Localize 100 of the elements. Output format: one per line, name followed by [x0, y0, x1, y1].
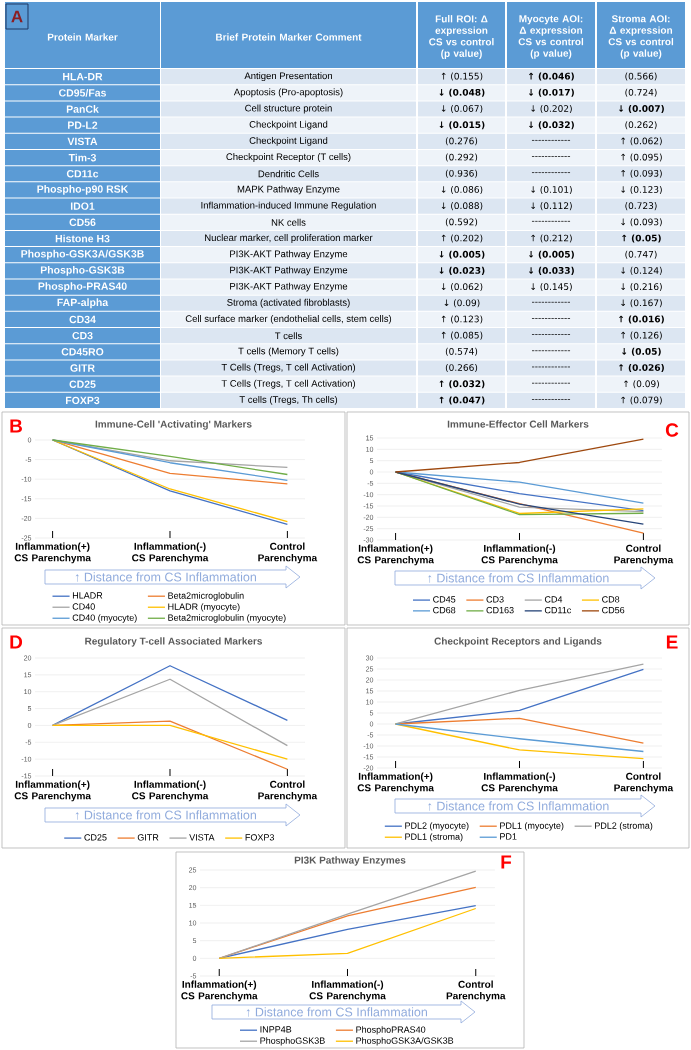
text: ↓ (0.017)	[529, 88, 574, 97]
text: Inflammation-induced Immune Regulation	[201, 201, 376, 211]
category-label: CD95/Fas	[58, 88, 106, 97]
text: Checkpoint Ligand	[249, 136, 328, 146]
legend-label: CD11c	[544, 606, 572, 614]
text: PI3K-AKT Pathway Enzyme	[230, 250, 348, 260]
text: (0.276)	[445, 137, 478, 146]
text: ↑ (0.062)	[621, 137, 662, 146]
legend-label: PDL1 (stroma)	[405, 833, 463, 842]
text: (0.266)	[445, 364, 478, 373]
category-label: Stroma AOI: Δ expression CS vs control (p value)	[608, 15, 674, 59]
text: Checkpoint Ligand	[249, 120, 328, 130]
category-label: Phospho-GSK3B	[40, 265, 125, 276]
text: ↑ (0.212)	[531, 234, 572, 243]
legend-label: PhosphoGSK3A/GSK3B	[356, 1037, 454, 1046]
category-label: Tim-3	[68, 153, 97, 162]
text: ↑ (0.09)	[624, 380, 659, 389]
category-label: CD25	[69, 380, 96, 388]
category-label: CD45RO	[61, 348, 104, 356]
text: T Cells (Tregs, T cell Activation)	[221, 363, 356, 373]
text: ↓ (0.145)	[531, 283, 572, 292]
legend-label: PDL2 (myocyte)	[405, 822, 469, 831]
text: (0.747)	[625, 250, 657, 259]
x-tick-label: Inflammation(+) CS Parenchyma	[14, 780, 92, 802]
legend-label: CD8	[602, 596, 620, 603]
legend-label: CD56	[602, 606, 625, 614]
x-tick-label: Control Parenchyma	[614, 772, 674, 794]
x-tick-label: Inflammation(-) CS Parenchyma	[309, 980, 386, 1002]
x-tick-label: Inflammation(-) CS Parenchyma	[132, 542, 209, 564]
text: Apoptosis (Pro-apoptosis)	[233, 88, 343, 98]
text: ------------	[531, 139, 571, 141]
category-label: FOXP3	[65, 396, 100, 405]
text: ↑ (0.047)	[439, 396, 485, 405]
text: ↓ (0.05)	[622, 347, 661, 356]
legend-label: CD4	[544, 596, 563, 603]
text: ↑ (0.05)	[622, 234, 661, 243]
text: ------------	[531, 366, 571, 368]
legend-label: GITR	[137, 834, 159, 841]
text: ------------	[531, 382, 571, 384]
text: ↓ (0.062)	[441, 283, 483, 292]
legend-label: PhosphoGSK3B	[260, 1037, 325, 1046]
text: ↓ (0.167)	[621, 299, 662, 308]
text: ↑ Distance from CS Inflammation	[75, 810, 256, 820]
chart-title: Regulatory T-cell Associated Markers	[85, 637, 262, 647]
text: (0.292)	[445, 153, 478, 162]
category-label: Full ROI: Δ expression CS vs control (p value)	[429, 15, 494, 59]
category-label: Phospho-PRAS40	[38, 282, 127, 292]
legend-label: CD25	[84, 834, 107, 841]
text: ↑ (0.123)	[441, 315, 483, 324]
category-label: PD-L2	[68, 121, 98, 129]
legend-label: CD40 (myocyte)	[72, 614, 137, 623]
text: ------------	[531, 318, 571, 319]
text: ↓ (0.015)	[439, 121, 485, 130]
text: ------------	[531, 398, 571, 400]
text: B	[10, 419, 22, 433]
text: ↓ (0.033)	[529, 266, 574, 275]
category-label: PanCk	[66, 105, 99, 113]
legend-label: Beta2microglobulin	[168, 592, 244, 601]
x-tick-label: Inflammation(-) CS Parenchyma	[481, 772, 558, 794]
chart-title: Immune-Effector Cell Markers	[447, 420, 589, 428]
x-tick-label: Inflammation(-) CS Parenchyma	[132, 780, 209, 802]
text: ↑ (0.079)	[621, 396, 662, 405]
x-tick-label: Inflammation(-) CS Parenchyma	[481, 544, 558, 566]
text: ↑ (0.155)	[441, 72, 483, 81]
text: ↓ (0.09)	[444, 299, 480, 308]
text: A	[11, 10, 23, 23]
text: ↓ (0.124)	[621, 266, 662, 275]
text: (0.262)	[625, 121, 657, 130]
chart-title: PI3K Pathway Enzymes	[294, 856, 406, 866]
text: Dendritic Cells	[258, 170, 319, 178]
text: ↑ (0.093)	[621, 169, 662, 178]
x-tick-label: Control Parenchyma	[614, 544, 674, 566]
text: ------------	[531, 350, 571, 352]
legend-label: FOXP3	[245, 834, 275, 841]
category-label: GITR	[70, 364, 95, 372]
text: ↓ (0.007)	[619, 104, 664, 113]
legend-label: CD40	[72, 603, 95, 610]
text: ↓ (0.093)	[621, 218, 662, 227]
text: (0.566)	[625, 72, 657, 81]
legend-label: HLADR (myocyte)	[168, 603, 240, 612]
legend-label: Beta2microglobulin (myocyte)	[168, 614, 286, 623]
text: ↑ (0.032)	[439, 380, 485, 389]
text: (0.574)	[445, 347, 478, 356]
text: ↓ (0.023)	[439, 266, 485, 275]
text: Stroma (activated fibroblasts)	[227, 298, 350, 308]
category-label: FAP-alpha	[57, 298, 109, 309]
text: ↑ Distance from CS Inflammation	[428, 573, 609, 583]
text: MAPK Pathway Enzyme	[237, 185, 340, 195]
text: ↓ (0.032)	[529, 121, 574, 130]
text: T cells (Tregs, Th cells)	[239, 395, 338, 405]
legend-label: CD3	[486, 596, 504, 603]
legend-label: VISTA	[189, 834, 215, 841]
text: ↑ (0.085)	[441, 331, 483, 340]
x-tick-label: Control Parenchyma	[258, 542, 318, 564]
text: ↓ (0.216)	[621, 283, 662, 292]
x-tick-label: Inflammation(+) CS Parenchyma	[181, 980, 258, 1002]
text: ↑ (0.126)	[621, 331, 662, 340]
text: ↑ Distance from CS Inflammation	[75, 572, 256, 582]
text: F	[501, 855, 512, 869]
text: E	[666, 635, 678, 649]
